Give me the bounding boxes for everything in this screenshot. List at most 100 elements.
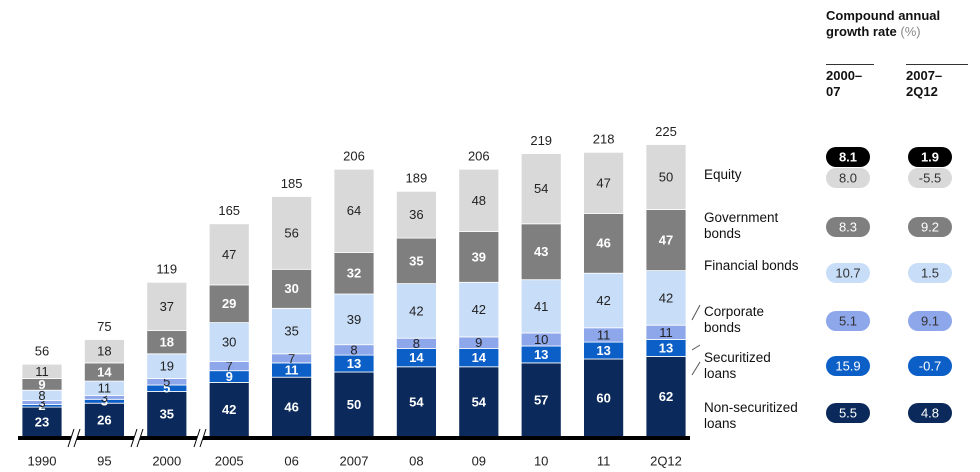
bar-segment bbox=[333, 251, 375, 295]
axis-break bbox=[193, 428, 201, 448]
total-label: 218 bbox=[593, 132, 615, 147]
value-label: 46 bbox=[596, 236, 610, 251]
bar-segment bbox=[520, 153, 562, 225]
leader-line bbox=[691, 304, 701, 321]
cagr-value: 15.9 bbox=[835, 358, 860, 373]
bar-segment bbox=[520, 223, 562, 281]
value-label: 8 bbox=[350, 342, 357, 357]
cagr-value: 10.7 bbox=[835, 265, 860, 280]
value-label: 3 bbox=[101, 394, 108, 409]
cagr-col: 2000–07 bbox=[826, 64, 874, 100]
x-tick-label: 1990 bbox=[28, 453, 57, 468]
bar-segment bbox=[645, 355, 687, 438]
bar-segment bbox=[395, 366, 437, 438]
value-label: 8 bbox=[38, 388, 45, 403]
cagr-pill bbox=[908, 403, 952, 423]
value-label: 43 bbox=[534, 244, 548, 259]
value-label: 35 bbox=[409, 253, 423, 268]
value-label: 23 bbox=[35, 414, 49, 429]
total-label: 219 bbox=[530, 133, 552, 148]
value-label: 62 bbox=[659, 389, 673, 404]
cagr-pill bbox=[908, 147, 952, 167]
legend-label: Non-securitized loans bbox=[704, 400, 798, 431]
bar-segment bbox=[146, 281, 188, 331]
value-label: 3 bbox=[101, 390, 108, 405]
cagr-pill bbox=[908, 263, 952, 283]
cagr-value: 8.0 bbox=[839, 170, 857, 185]
axis-break bbox=[68, 429, 80, 447]
cagr-value: 1.5 bbox=[921, 265, 939, 280]
cagr-pill bbox=[908, 311, 952, 331]
legend-label: Government bonds bbox=[704, 210, 779, 241]
bar-segment bbox=[645, 209, 687, 271]
value-label: 37 bbox=[160, 299, 174, 314]
value-label: 39 bbox=[472, 249, 486, 264]
value-label: 54 bbox=[409, 394, 424, 409]
value-label: 13 bbox=[534, 347, 548, 362]
bar-segment bbox=[271, 268, 313, 309]
x-tick-label: 06 bbox=[284, 453, 298, 468]
bar-segment bbox=[520, 362, 562, 438]
value-label: 7 bbox=[226, 359, 233, 374]
value-label: 57 bbox=[534, 392, 548, 407]
total-label: 206 bbox=[468, 149, 490, 164]
cagr-pill bbox=[826, 147, 870, 167]
bar-segment bbox=[458, 231, 500, 283]
value-label: 11 bbox=[98, 381, 112, 396]
bar-segment bbox=[21, 363, 63, 379]
bar-segment bbox=[458, 281, 500, 338]
value-label: 5 bbox=[163, 374, 170, 389]
value-label: 11 bbox=[597, 327, 611, 342]
value-label: 14 bbox=[409, 350, 424, 365]
axis-break bbox=[199, 428, 207, 448]
value-label: 11 bbox=[659, 325, 673, 340]
cagr-pill bbox=[826, 356, 870, 376]
x-tick-label: 95 bbox=[97, 453, 111, 468]
bar-segment bbox=[208, 284, 250, 323]
value-label: 8 bbox=[413, 336, 420, 351]
axis-break bbox=[131, 429, 143, 447]
bar-segment bbox=[146, 391, 188, 438]
x-tick-label: 08 bbox=[409, 453, 423, 468]
legend-label: Corporate bonds bbox=[704, 304, 765, 335]
x-tick-label: 2Q12 bbox=[650, 453, 682, 468]
value-label: 56 bbox=[284, 225, 298, 240]
value-label: 47 bbox=[222, 247, 236, 262]
total-label: 185 bbox=[281, 176, 303, 191]
cagr-value: 5.1 bbox=[839, 313, 857, 328]
bar-segment bbox=[271, 196, 313, 270]
cagr-pill bbox=[826, 263, 870, 283]
x-tick-label: 10 bbox=[534, 453, 548, 468]
value-label: 42 bbox=[659, 290, 673, 305]
bar-segment bbox=[583, 272, 624, 329]
legend-label: Securitized loans bbox=[704, 350, 771, 381]
cagr-value: -0.7 bbox=[919, 358, 941, 373]
cagr-value: 1.9 bbox=[921, 149, 939, 164]
axis-break bbox=[130, 428, 138, 448]
cagr-pill bbox=[908, 356, 952, 376]
value-label: 11 bbox=[35, 364, 49, 379]
value-label: 11 bbox=[285, 362, 299, 377]
value-label: 47 bbox=[596, 175, 610, 190]
bar-segment bbox=[458, 168, 500, 232]
cagr-pill bbox=[908, 168, 952, 188]
value-label: 60 bbox=[596, 390, 610, 405]
cagr-value: 5.5 bbox=[839, 405, 857, 420]
value-label: 50 bbox=[347, 397, 361, 412]
value-label: 36 bbox=[409, 207, 423, 222]
cagr-value: 4.8 bbox=[921, 405, 939, 420]
x-tick-label: 09 bbox=[472, 453, 486, 468]
x-tick-label: 2000 bbox=[152, 453, 181, 468]
cagr-pill bbox=[826, 217, 870, 237]
value-label: 14 bbox=[97, 364, 112, 379]
cagr-value: -5.5 bbox=[919, 170, 941, 185]
cagr-pill bbox=[826, 403, 870, 423]
bar-segment bbox=[583, 151, 624, 214]
axis-break bbox=[194, 429, 206, 447]
cagr-col: 2007–2Q12 bbox=[906, 64, 968, 100]
cagr-pill bbox=[908, 217, 952, 237]
axis-break bbox=[67, 428, 75, 448]
value-label: 35 bbox=[160, 407, 174, 422]
bar-segment bbox=[271, 307, 313, 355]
bar-segment bbox=[645, 270, 687, 326]
